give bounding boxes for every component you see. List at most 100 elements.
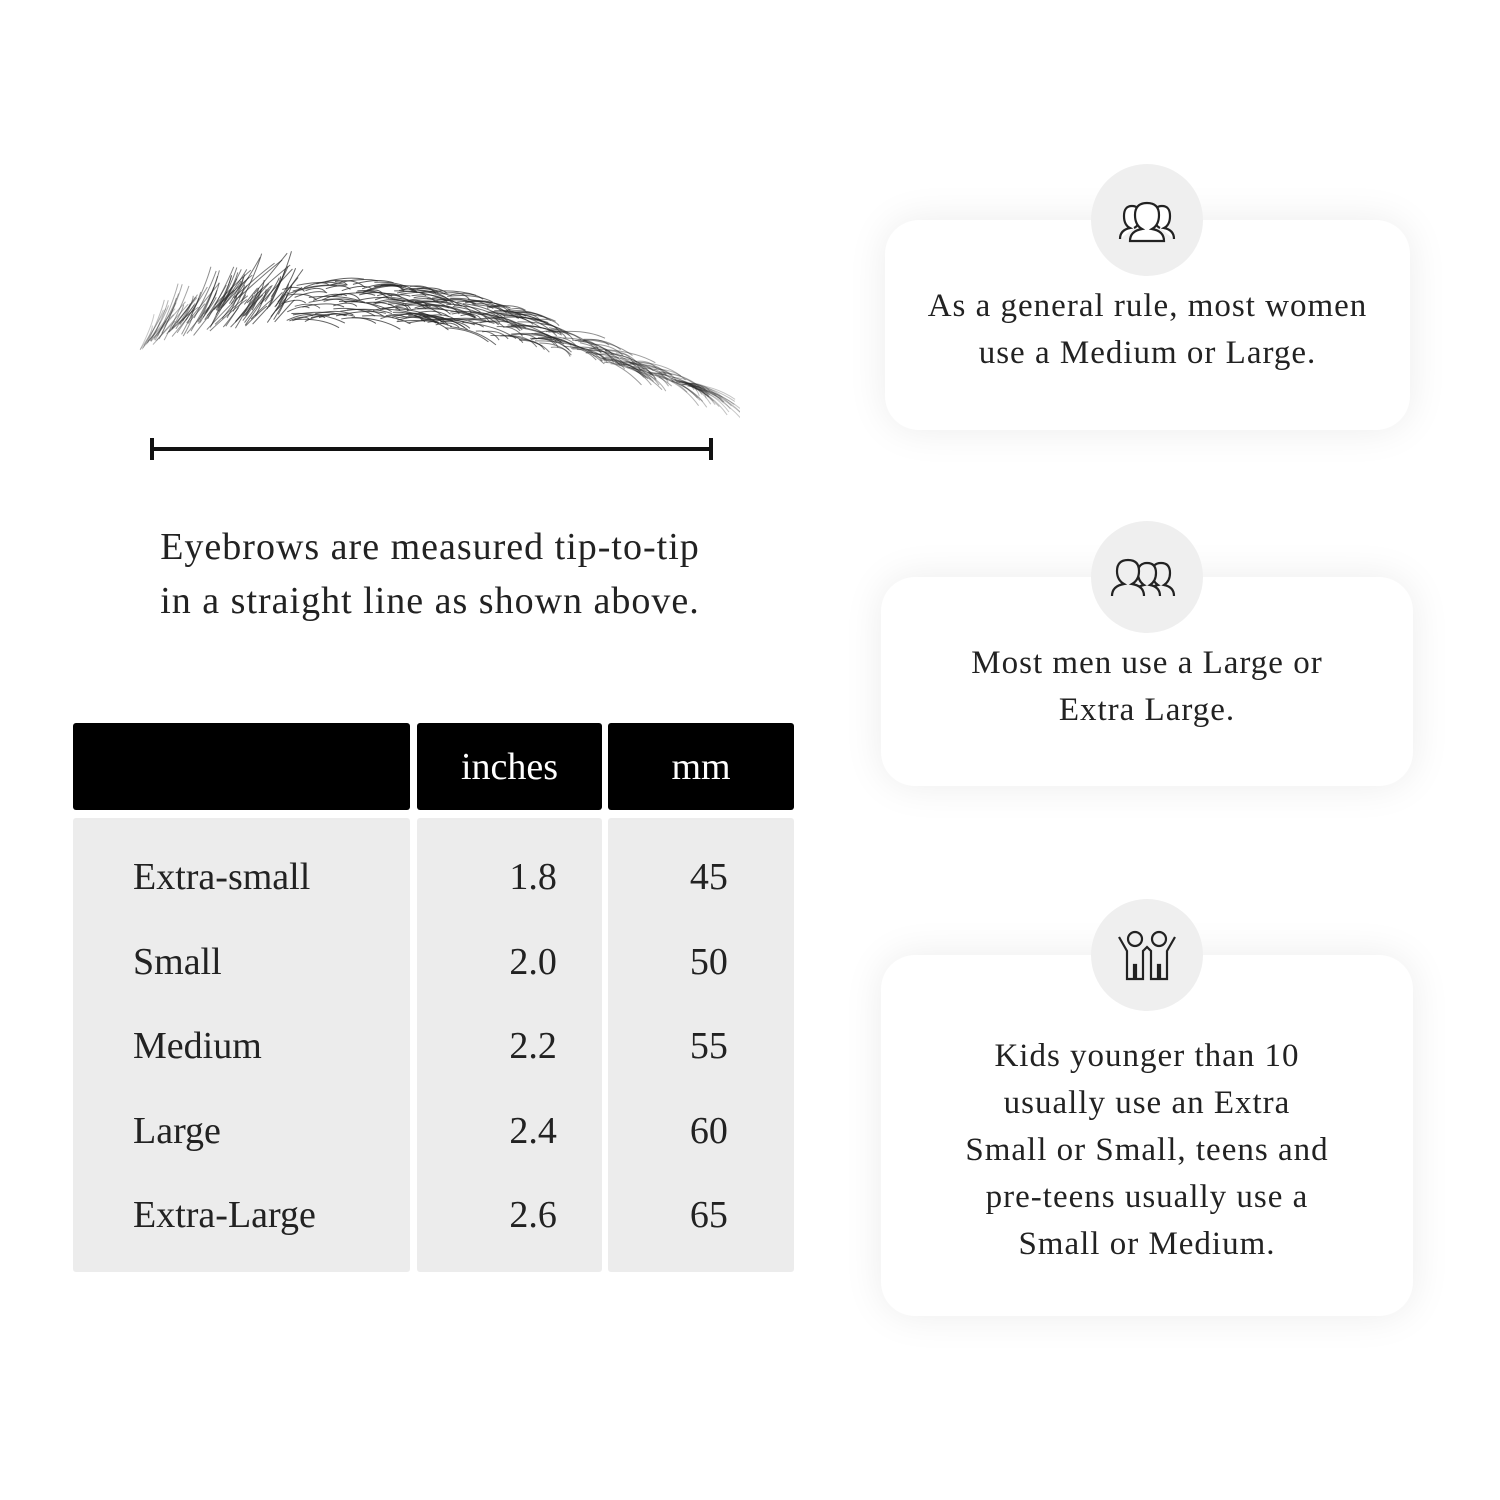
eyebrow-hair	[611, 358, 647, 379]
eyebrow-hair	[653, 368, 686, 381]
eyebrow-hair	[452, 306, 499, 326]
eyebrow-hair	[294, 318, 340, 329]
eyebrow-hair	[658, 375, 700, 407]
eyebrow-hair	[601, 357, 623, 366]
eyebrow-hair	[575, 339, 599, 349]
eyebrow-hair	[373, 284, 406, 291]
eyebrow-hair	[465, 301, 506, 308]
eyebrow-hair	[388, 301, 411, 310]
eyebrow-hair	[325, 285, 351, 290]
eyebrow-hair	[539, 330, 570, 336]
eyebrow-hair	[625, 361, 657, 380]
eyebrow-hair	[362, 285, 407, 293]
eyebrow-hair	[214, 295, 249, 325]
eyebrow-hair	[150, 320, 167, 342]
eyebrow-hair	[682, 384, 700, 397]
table-row: Extra-small 1.8 45	[73, 835, 794, 920]
eyebrow-hair	[213, 274, 253, 311]
eyebrow-hair	[596, 353, 638, 363]
eyebrow-hair	[147, 314, 174, 342]
eyebrow-hair	[626, 367, 673, 387]
eyebrow-hair	[658, 371, 678, 384]
eyebrow-hair	[438, 317, 484, 328]
eyebrow-hair	[391, 298, 443, 316]
eyebrow-hair	[168, 309, 195, 333]
eyebrow-hair	[638, 366, 672, 377]
eyebrow-hair	[142, 308, 176, 349]
eyebrow-hair	[691, 386, 730, 413]
eyebrow-hair	[622, 361, 654, 372]
eyebrow-hair	[473, 320, 518, 326]
eyebrow-hair	[440, 320, 471, 329]
cell-mm: 60	[689, 1109, 728, 1152]
eyebrow-hair	[286, 293, 317, 301]
eyebrow-hair	[496, 314, 534, 325]
eyebrow-hair	[464, 300, 500, 307]
eyebrow-hair	[638, 362, 667, 375]
cell-size: Extra-small	[133, 856, 311, 898]
eyebrow-hair	[397, 315, 444, 321]
eyebrow-hair	[684, 382, 736, 400]
eyebrow-hair	[277, 277, 299, 303]
eyebrow-hair	[334, 280, 366, 288]
size-table-body: Extra-small 1.8 45 Small 2.0 50 Medium 2.2 55 Lar…	[73, 835, 794, 1258]
eyebrow-hair	[394, 290, 448, 303]
eyebrow-hair	[443, 292, 470, 300]
eyebrow-hair	[680, 383, 735, 405]
eyebrow-hair	[587, 349, 642, 365]
eyebrow-hair	[647, 371, 697, 389]
eyebrow-hair	[583, 338, 622, 351]
eyebrow-hair	[346, 308, 384, 317]
eyebrow-hair	[340, 308, 393, 315]
eyebrow-illustration	[139, 251, 740, 419]
size-column	[73, 818, 410, 1272]
eyebrow-hair	[685, 383, 711, 392]
eyebrow-hair	[198, 270, 220, 325]
eyebrow-hair	[687, 385, 717, 396]
inches-column	[417, 818, 602, 1272]
eyebrow-hair	[209, 299, 248, 332]
eyebrow-hair	[287, 306, 310, 313]
kids-card: Kids younger than 10 usually use an Extr…	[881, 955, 1413, 1316]
eyebrow-hair	[462, 303, 509, 322]
eyebrow-hair	[277, 291, 288, 315]
eyebrow-hair	[253, 252, 288, 295]
eyebrow-hair	[139, 308, 167, 350]
eyebrow-hair	[157, 283, 179, 337]
eyebrow-hair	[344, 301, 392, 313]
eyebrow-hair	[534, 340, 593, 353]
eyebrow-hair	[604, 350, 638, 363]
eyebrow-hair	[154, 293, 180, 341]
eyebrow-hair	[450, 297, 494, 310]
caption-line: Eyebrows are measured tip-to-tip	[160, 526, 700, 568]
eyebrow-hair	[629, 362, 652, 376]
eyebrow-hair	[361, 283, 399, 290]
eyebrow-hair	[494, 312, 545, 323]
cell-inches: 2.4	[509, 1109, 557, 1152]
card-text: Extra Large.	[1058, 691, 1236, 728]
eyebrow-hair	[241, 253, 263, 301]
cell-inches: 2.6	[509, 1194, 557, 1236]
eyebrow-hair	[671, 378, 714, 402]
eyebrow-hair	[190, 266, 212, 317]
eyebrow-hair	[275, 286, 303, 312]
eyebrow-hair	[695, 387, 740, 413]
table-row: Extra-Large 2.6 65	[73, 1173, 794, 1258]
eyebrow-hair	[682, 382, 723, 398]
eyebrow-hair	[607, 359, 652, 380]
eyebrow-hair	[321, 294, 348, 301]
eyebrow-hair	[436, 298, 477, 305]
eyebrow-hair	[637, 364, 667, 376]
eyebrow-hair	[519, 339, 545, 350]
eyebrow-hair	[440, 299, 475, 305]
eyebrow-hair	[413, 301, 451, 315]
eyebrow-hair	[228, 274, 246, 304]
eyebrow-hair	[699, 389, 732, 407]
eyebrow-hair	[678, 381, 736, 402]
eyebrow-hair	[460, 313, 482, 320]
cell-mm: 45	[689, 856, 728, 898]
eyebrow-hair	[244, 289, 270, 323]
eyebrow-hair	[221, 285, 248, 319]
eyebrow-hair	[264, 277, 280, 302]
card-text: Kids younger than 10	[994, 1038, 1300, 1074]
